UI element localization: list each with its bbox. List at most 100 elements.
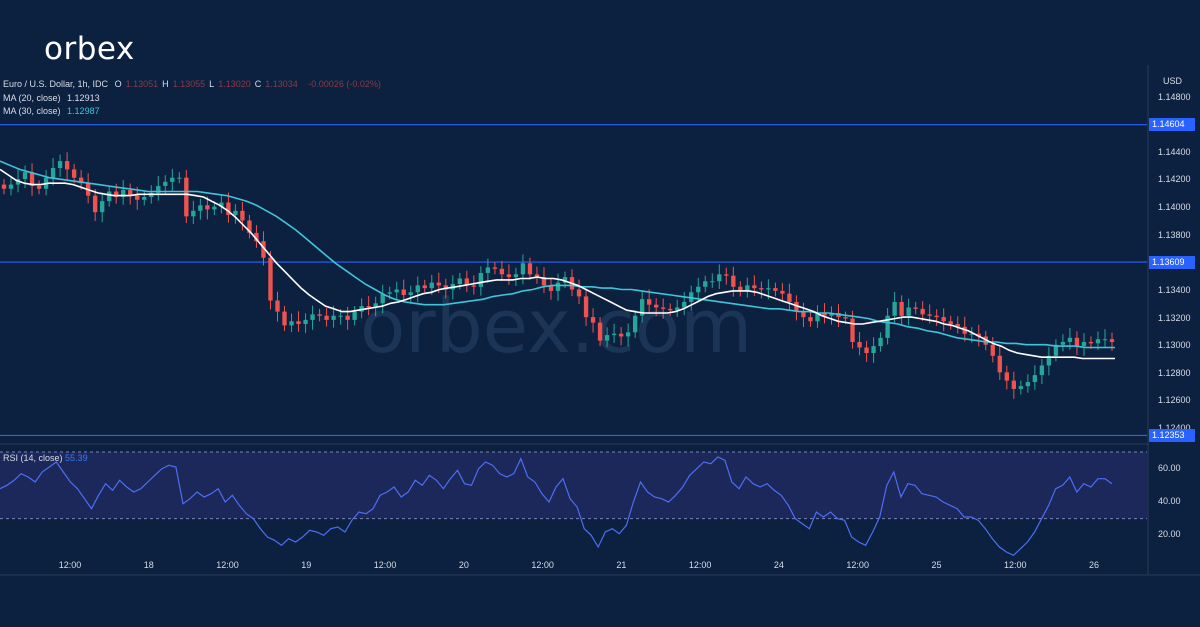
candle[interactable] (478, 266, 484, 296)
candle[interactable] (107, 185, 112, 207)
candle[interactable] (29, 163, 35, 196)
candle[interactable] (997, 345, 1002, 381)
candle[interactable] (604, 327, 610, 348)
candle[interactable] (548, 278, 554, 300)
candle[interactable] (745, 277, 750, 298)
candle[interactable] (247, 214, 252, 239)
candle[interactable] (941, 308, 946, 332)
ma30-legend[interactable]: MA (30, close) 1.12987 (3, 106, 104, 116)
candle[interactable] (759, 281, 764, 299)
candle[interactable] (597, 317, 603, 347)
candle[interactable] (955, 316, 960, 334)
candle[interactable] (191, 200, 196, 225)
rsi-line[interactable] (0, 456, 1113, 557)
candle[interactable] (682, 292, 687, 316)
candle[interactable] (64, 152, 70, 180)
candle[interactable] (205, 196, 210, 220)
candle[interactable] (170, 168, 175, 192)
candle[interactable] (303, 313, 308, 333)
candle[interactable] (1039, 358, 1045, 384)
candle[interactable] (8, 176, 14, 196)
candle[interactable] (527, 257, 533, 280)
candle[interactable] (618, 327, 624, 346)
candle[interactable] (703, 275, 708, 293)
candle[interactable] (100, 192, 105, 223)
candle[interactable] (864, 340, 869, 362)
candle[interactable] (408, 285, 413, 304)
candle[interactable] (1081, 333, 1087, 357)
candle[interactable] (71, 163, 77, 184)
candle[interactable] (50, 158, 56, 186)
candle[interactable] (1060, 334, 1066, 352)
candle[interactable] (226, 192, 231, 223)
candle[interactable] (829, 306, 834, 325)
candle[interactable] (1, 179, 7, 195)
candle[interactable] (661, 298, 666, 319)
candle[interactable] (611, 323, 617, 343)
candle[interactable] (401, 279, 406, 303)
candle[interactable] (948, 315, 953, 330)
candle[interactable] (1102, 329, 1108, 347)
candle[interactable] (850, 310, 855, 349)
candle[interactable] (878, 332, 883, 352)
candle[interactable] (92, 189, 98, 222)
candle[interactable] (731, 266, 736, 297)
candle[interactable] (296, 311, 301, 332)
candle[interactable] (57, 154, 63, 177)
candle[interactable] (282, 306, 287, 331)
candle[interactable] (913, 301, 918, 315)
candle[interactable] (324, 308, 329, 327)
candle[interactable] (815, 305, 820, 328)
candle[interactable] (506, 264, 512, 285)
ma20-line[interactable] (0, 168, 1115, 360)
candle[interactable] (808, 311, 813, 327)
candle[interactable] (675, 299, 680, 317)
candle[interactable] (156, 176, 161, 201)
candle[interactable] (885, 308, 890, 345)
candle[interactable] (934, 309, 939, 326)
candle[interactable] (240, 201, 245, 231)
candle[interactable] (128, 183, 133, 205)
candle[interactable] (268, 251, 273, 310)
candle[interactable] (485, 258, 491, 283)
candle[interactable] (233, 204, 238, 224)
candle[interactable] (1074, 331, 1080, 355)
candle[interactable] (920, 301, 925, 321)
candle[interactable] (415, 276, 420, 303)
candle[interactable] (1032, 365, 1038, 390)
candle[interactable] (36, 180, 42, 195)
candle[interactable] (422, 279, 427, 294)
candle[interactable] (352, 306, 357, 326)
rsi-legend[interactable]: RSI (14, close) 55.39 (3, 453, 88, 463)
candle[interactable] (590, 308, 596, 333)
candle[interactable] (801, 302, 806, 328)
candle[interactable] (1046, 346, 1052, 376)
candle[interactable] (555, 273, 561, 301)
candle[interactable] (646, 289, 652, 313)
candle[interactable] (310, 305, 315, 330)
candle[interactable] (1018, 380, 1024, 395)
candle[interactable] (317, 308, 322, 322)
candle[interactable] (1004, 365, 1009, 390)
candle[interactable] (794, 295, 799, 321)
candle[interactable] (177, 172, 182, 184)
candle[interactable] (773, 282, 778, 297)
candle[interactable] (254, 225, 259, 248)
candle[interactable] (499, 261, 505, 281)
candle[interactable] (668, 303, 673, 316)
candle[interactable] (717, 264, 722, 289)
candle[interactable] (710, 273, 715, 288)
candle[interactable] (492, 261, 498, 275)
candle[interactable] (471, 275, 477, 295)
candle[interactable] (541, 267, 547, 294)
candle[interactable] (1025, 374, 1031, 393)
ma20-legend[interactable]: MA (20, close) 1.12913 (3, 93, 104, 103)
candle[interactable] (219, 194, 224, 214)
candle[interactable] (184, 169, 189, 223)
candle[interactable] (857, 332, 862, 356)
candle[interactable] (724, 267, 729, 285)
candle[interactable] (513, 267, 519, 286)
candle[interactable] (366, 296, 371, 316)
candle[interactable] (289, 313, 294, 333)
